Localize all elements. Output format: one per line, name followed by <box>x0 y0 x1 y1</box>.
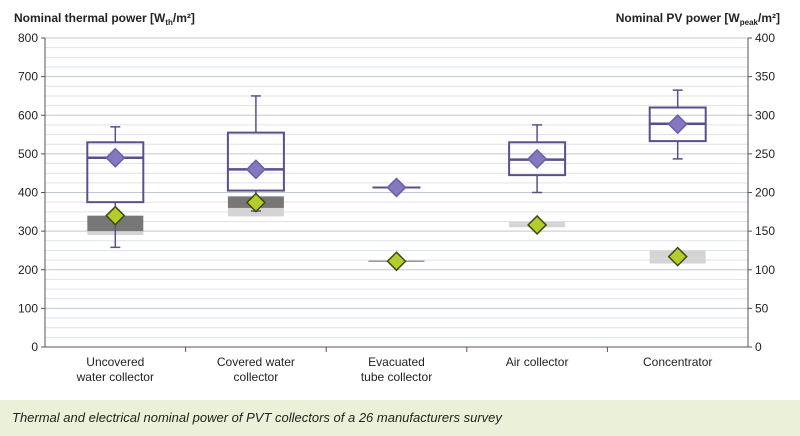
left-tick-label: 0 <box>31 340 38 354</box>
axes: 0 100 200 300 400 500 600 700 800 0 50 100 150 200 250… <box>18 31 775 384</box>
category-label: Evacuated <box>368 355 425 369</box>
left-tick-label: 700 <box>18 70 38 84</box>
thermal-box <box>86 141 145 204</box>
pv-mean-marker <box>667 246 688 267</box>
left-tick-label: 400 <box>18 186 38 200</box>
category-label: Covered water <box>217 355 295 369</box>
box-plot-chart: Nominal thermal power [Wth/m²] Nominal P… <box>14 11 780 384</box>
left-axis-title: Nominal thermal power [Wth/m²] <box>14 11 195 27</box>
right-tick-label: 200 <box>755 186 775 200</box>
pv-mean-marker <box>245 192 266 213</box>
right-tick-label: 250 <box>755 147 775 161</box>
thermal-mean-marker <box>667 114 688 135</box>
right-tick-label: 150 <box>755 224 775 238</box>
left-tick-label: 100 <box>18 301 38 315</box>
right-tick-label: 400 <box>755 31 775 45</box>
right-axis-title: Nominal PV power [Wpeak/m²] <box>616 11 780 27</box>
pv-mean-marker <box>386 251 407 272</box>
thermal-mean-marker <box>245 159 266 180</box>
category-label: Uncovered <box>86 355 144 369</box>
right-tick-label: 100 <box>755 263 775 277</box>
left-tick-label: 500 <box>18 147 38 161</box>
right-tick-label: 0 <box>755 340 762 354</box>
thermal-mean-marker <box>527 148 548 169</box>
right-tick-label: 50 <box>755 301 769 315</box>
category-label: tube collector <box>361 370 432 384</box>
thermal-box <box>226 131 285 192</box>
left-tick-label: 200 <box>18 263 38 277</box>
category-label: collector <box>234 370 279 384</box>
pv-mean-marker <box>105 205 126 226</box>
thermal-mean-marker <box>386 177 407 198</box>
left-tick-label: 800 <box>18 31 38 45</box>
data-marks <box>86 89 707 272</box>
left-tick-label: 600 <box>18 108 38 122</box>
category-label: Air collector <box>506 355 569 369</box>
thermal-mean-marker <box>105 147 126 168</box>
category-label: water collector <box>76 370 154 384</box>
figure-caption: Thermal and electrical nominal power of … <box>12 410 502 425</box>
left-tick-label: 300 <box>18 224 38 238</box>
right-tick-label: 300 <box>755 108 775 122</box>
category-label: Concentrator <box>643 355 712 369</box>
right-tick-label: 350 <box>755 70 775 84</box>
pv-mean-marker <box>527 214 548 236</box>
